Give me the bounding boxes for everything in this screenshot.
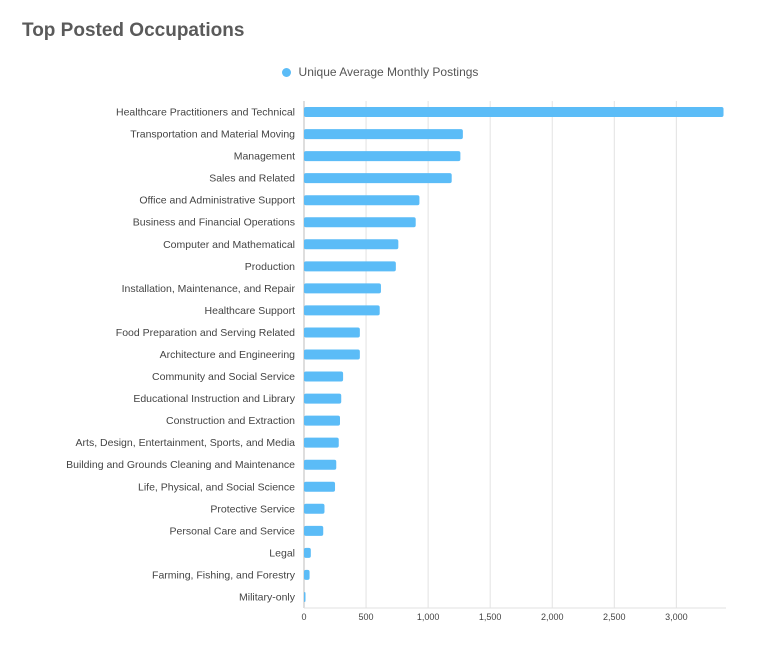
bar (304, 129, 463, 140)
bar (304, 217, 416, 228)
x-tick-label: 1,000 (417, 612, 440, 622)
category-label: Legal (269, 547, 295, 559)
category-label: Building and Grounds Cleaning and Mainte… (66, 459, 295, 471)
category-label: Installation, Maintenance, and Repair (122, 283, 296, 295)
category-label: Arts, Design, Entertainment, Sports, and… (76, 437, 296, 449)
x-tick-label: 0 (301, 612, 306, 622)
bar (304, 327, 360, 338)
category-label: Transportation and Material Moving (130, 129, 295, 141)
bar (304, 437, 339, 448)
category-label: Healthcare Support (205, 305, 296, 317)
bar (304, 261, 396, 272)
category-label: Personal Care and Service (170, 525, 296, 537)
category-label: Food Preparation and Serving Related (116, 327, 295, 339)
legend-marker-icon (281, 67, 291, 77)
bar (304, 283, 381, 294)
bar (304, 503, 325, 514)
bar (304, 393, 342, 404)
bar (304, 459, 337, 470)
category-label: Sales and Related (209, 173, 295, 185)
legend-label: Unique Average Monthly Postings (298, 65, 479, 79)
bar (304, 195, 420, 206)
chart-legend[interactable]: Unique Average Monthly Postings (0, 65, 760, 79)
x-tick-label: 3,000 (665, 612, 688, 622)
category-label: Protective Service (210, 503, 295, 515)
x-tick-label: 1,500 (479, 612, 502, 622)
bar (304, 173, 452, 184)
bar (304, 305, 380, 316)
bar (304, 591, 306, 602)
category-label: Construction and Extraction (166, 415, 295, 427)
bar (304, 349, 360, 360)
bar (304, 547, 311, 558)
bar (304, 371, 344, 382)
category-label: Management (234, 151, 295, 163)
category-label: Production (245, 261, 295, 273)
category-label: Life, Physical, and Social Science (138, 481, 295, 493)
chart-title: Top Posted Occupations (22, 20, 245, 41)
bar (304, 415, 340, 426)
category-label: Farming, Fishing, and Forestry (152, 569, 296, 581)
category-label: Architecture and Engineering (160, 349, 296, 361)
bar (304, 151, 461, 162)
x-tick-label: 2,500 (603, 612, 626, 622)
bar (304, 481, 336, 492)
x-tick-label: 500 (359, 612, 374, 622)
bar (304, 569, 310, 580)
bar (304, 239, 399, 250)
category-label: Computer and Mathematical (163, 239, 295, 251)
category-label: Educational Instruction and Library (133, 393, 295, 405)
category-label: Office and Administrative Support (139, 195, 295, 207)
x-tick-label: 2,000 (541, 612, 564, 622)
bar (304, 107, 724, 118)
bar (304, 525, 324, 536)
category-label: Business and Financial Operations (133, 217, 295, 229)
category-label: Healthcare Practitioners and Technical (116, 107, 295, 119)
category-label: Military-only (239, 591, 296, 603)
category-label: Community and Social Service (152, 371, 295, 383)
